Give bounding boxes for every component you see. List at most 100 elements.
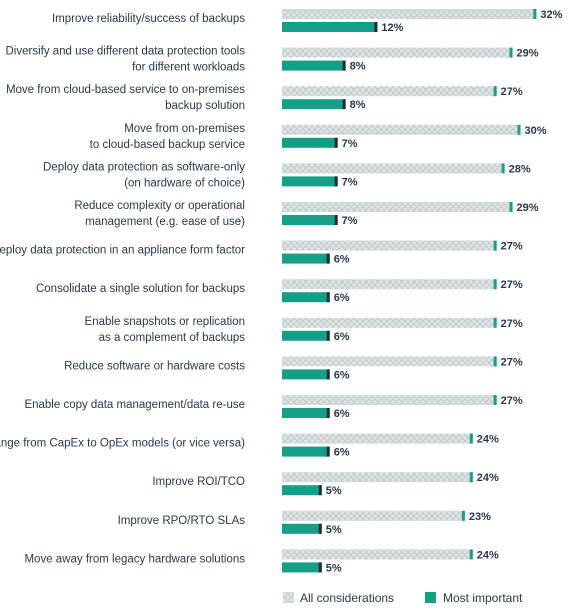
category-label-line: Move away from legacy hardware solutions — [24, 553, 245, 565]
category-label-line: backup solution — [165, 100, 245, 112]
bar-most-important — [282, 22, 378, 32]
category-row: Improve ROI/TCO 24% 5% — [152, 472, 499, 497]
value-label-all-considerations: 29% — [517, 48, 539, 60]
bar-most-important-cap — [334, 176, 338, 187]
category-label-line: Improve reliability/success of backups — [52, 13, 245, 25]
category-label: Move away from legacy hardware solutions — [24, 553, 245, 565]
bar-most-important — [282, 562, 322, 573]
value-label-most-important: 7% — [342, 138, 358, 150]
category-row: Enable copy data management/data re-use 2… — [24, 395, 523, 420]
bar-most-important-cap — [318, 523, 322, 534]
bar-all-considerations — [282, 279, 497, 290]
category-label-line: to cloud-based backup service — [90, 139, 245, 151]
bar-all-considerations-cap — [493, 86, 497, 97]
bar-most-important-cap — [326, 330, 330, 341]
category-label: Deploy data protection as software-only (… — [43, 161, 245, 189]
bar-all-considerations — [282, 317, 497, 328]
category-label: Move from on-premises to cloud-based back… — [90, 123, 246, 151]
bar-most-important — [282, 408, 330, 418]
bar-most-important-cap — [334, 215, 338, 225]
category-label: Diversify and use different data protect… — [5, 46, 245, 74]
value-label-all-considerations: 30% — [525, 125, 547, 137]
value-label-all-considerations: 27% — [501, 279, 523, 291]
bar-all-considerations — [282, 395, 497, 405]
value-label-most-important: 6% — [334, 331, 350, 343]
value-label-all-considerations: 32% — [540, 9, 562, 21]
bar-most-important-cap — [334, 137, 338, 148]
value-label-all-considerations: 24% — [477, 472, 499, 484]
bar-all-considerations — [282, 86, 497, 97]
bar-all-considerations — [282, 433, 473, 444]
bar-most-important — [282, 485, 322, 496]
category-row: Deploy data protection in an appliance f… — [0, 240, 523, 266]
category-label: Enable copy data management/data re-use — [24, 399, 245, 411]
category-label-line: Consolidate a single solution for backup… — [36, 283, 245, 295]
category-label: Improve RPO/RTO SLAs — [118, 515, 246, 527]
category-label-line: Diversify and use different data protect… — [5, 46, 245, 58]
bar-all-considerations — [282, 549, 473, 560]
bar-most-important — [282, 99, 346, 110]
bar-all-considerations-cap — [501, 163, 505, 174]
category-label-line: Move from cloud-based service to on-prem… — [6, 84, 245, 96]
value-label-most-important: 6% — [334, 254, 350, 266]
category-label-line: Deploy data protection as software-only — [43, 161, 245, 173]
value-label-all-considerations: 24% — [477, 434, 499, 446]
value-label-most-important: 7% — [342, 176, 358, 188]
plot-area: Improve reliability/success of backups 32… — [0, 9, 563, 574]
bar-most-important — [282, 330, 330, 341]
bar-all-considerations-cap — [461, 510, 465, 521]
category-label: Deploy data protection in an appliance f… — [0, 245, 245, 257]
bar-most-important — [282, 292, 330, 303]
bar-all-considerations-cap — [469, 433, 473, 444]
category-row: Reduce complexity or operational manageme… — [74, 200, 538, 228]
bar-most-important-cap — [326, 369, 330, 380]
value-label-most-important: 6% — [334, 447, 350, 459]
bar-all-considerations-cap — [509, 202, 513, 212]
bar-most-important — [282, 523, 322, 534]
bar-most-important — [282, 176, 338, 187]
bar-most-important-cap — [326, 253, 330, 264]
bar-all-considerations — [282, 356, 497, 367]
category-row: Enable snapshots or replication as a comp… — [85, 316, 523, 344]
legend-label-most-important: Most important — [443, 591, 523, 605]
category-label: Reduce complexity or operational manageme… — [74, 200, 245, 228]
category-row: Consolidate a single solution for backup… — [36, 279, 523, 304]
value-label-most-important: 5% — [326, 524, 342, 536]
category-label-line: as a complement of backups — [99, 332, 246, 344]
category-row: Diversify and use different data protect… — [5, 46, 538, 74]
category-label-line: Change from CapEx to OpEx models (or vic… — [0, 438, 245, 450]
value-label-all-considerations: 27% — [501, 318, 523, 330]
value-label-most-important: 8% — [350, 61, 366, 73]
bar-all-considerations-cap — [469, 549, 473, 560]
value-label-all-considerations: 27% — [501, 86, 523, 98]
category-label: Improve ROI/TCO — [152, 476, 245, 488]
category-label-line: for different workloads — [132, 62, 245, 74]
category-label-line: Reduce complexity or operational — [74, 200, 245, 212]
bar-all-considerations — [282, 163, 505, 174]
value-label-most-important: 6% — [334, 292, 350, 304]
bar-all-considerations — [282, 472, 473, 483]
bar-all-considerations-cap — [493, 240, 497, 251]
category-label-line: management (e.g. ease of use) — [85, 216, 245, 228]
bar-all-considerations — [282, 240, 497, 251]
bar-most-important — [282, 137, 338, 148]
bar-all-considerations — [282, 202, 513, 212]
value-label-all-considerations: 23% — [469, 511, 491, 523]
bar-most-important-cap — [326, 292, 330, 303]
bar-most-important — [282, 253, 330, 264]
value-label-all-considerations: 28% — [509, 163, 531, 175]
bar-most-important-cap — [326, 408, 330, 418]
bar-all-considerations-cap — [493, 356, 497, 367]
bar-all-considerations — [282, 510, 465, 521]
bar-most-important-cap — [342, 60, 346, 71]
bar-most-important — [282, 60, 346, 71]
category-row: Deploy data protection as software-only (… — [43, 161, 531, 189]
bar-all-considerations-cap — [517, 124, 521, 135]
bar-most-important-cap — [318, 485, 322, 496]
category-label-line: Improve RPO/RTO SLAs — [118, 515, 246, 527]
category-row: Change from CapEx to OpEx models (or vic… — [0, 433, 499, 459]
bar-most-important-cap — [342, 99, 346, 110]
category-row: Improve reliability/success of backups 32… — [52, 9, 563, 34]
category-label-line: Move from on-premises — [124, 123, 245, 135]
